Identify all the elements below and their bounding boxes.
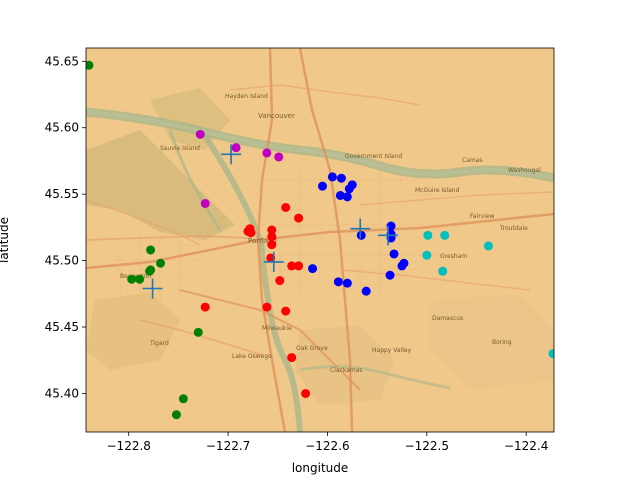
data-point [317, 181, 327, 191]
plot-frame [85, 47, 555, 433]
y-tick-label: 45.40 [45, 386, 79, 400]
map-label-damascus: Damascus [432, 315, 463, 322]
data-point [275, 276, 285, 286]
data-point [267, 225, 277, 235]
data-point [178, 394, 188, 404]
data-point [287, 261, 297, 271]
data-point [262, 148, 272, 158]
data-point [308, 264, 318, 274]
data-point [294, 213, 304, 223]
map-label-happy-valley: Happy Valley [372, 347, 412, 354]
map-label-vancouver: Vancouver [258, 112, 295, 120]
data-point [483, 241, 493, 251]
map-label-camas: Camas [462, 157, 483, 164]
map-label-hayden-island: Hayden Island [225, 93, 268, 100]
map-background: Vancouver Portland Gresham Milwaukie Lak… [86, 48, 554, 432]
data-point [336, 173, 346, 183]
x-tick-label: −122.5 [405, 439, 449, 453]
map-label-sauvie-island: Sauvie Island [160, 145, 200, 152]
data-point [262, 302, 272, 312]
map-label-fairview: Fairview [470, 213, 495, 220]
y-tick-label: 45.65 [45, 54, 79, 68]
data-point [156, 258, 166, 268]
data-point [135, 274, 145, 284]
x-axis-label: longitude [292, 461, 349, 475]
data-point [423, 230, 433, 240]
data-point [274, 152, 284, 162]
map-label-washougal: Washougal [508, 167, 541, 174]
centroid-marker [221, 144, 242, 165]
data-point [145, 266, 155, 276]
data-point [281, 306, 291, 316]
map-label-oak-grove: Oak Grove [296, 345, 328, 352]
map-label-portland: Portland [248, 237, 277, 245]
data-point [356, 230, 366, 240]
data-point [267, 240, 277, 250]
data-point [243, 226, 253, 236]
x-tick-label: −122.7 [206, 439, 250, 453]
y-tick-label: 45.45 [45, 320, 79, 334]
data-point [342, 192, 352, 202]
data-point [342, 278, 352, 288]
x-tick-label: −122.6 [305, 439, 349, 453]
data-point [422, 250, 432, 260]
data-point [287, 353, 297, 363]
map-label-troutdale: Troutdale [499, 225, 528, 232]
data-point [385, 270, 395, 280]
map-label-clackamas: Clackamas [330, 367, 363, 374]
data-point [146, 245, 156, 255]
data-point [127, 274, 137, 284]
data-point [361, 286, 371, 296]
y-tick-label: 45.55 [45, 187, 79, 201]
centroid-marker [350, 218, 371, 239]
data-point [294, 261, 304, 271]
centroid-marker [263, 251, 284, 272]
map-label-gresham: Gresham [440, 253, 467, 260]
y-tick-label: 45.50 [45, 254, 79, 268]
data-point [344, 184, 354, 194]
data-marks [86, 60, 554, 420]
data-point [333, 277, 343, 287]
centroid-marker [142, 278, 163, 299]
data-point [301, 388, 311, 398]
map-label-beaverton: Beaverton [120, 273, 151, 280]
y-axis: 45.40 45.45 45.50 45.55 45.60 45.65 [45, 54, 86, 400]
map-label-milwaukie: Milwaukie [262, 325, 292, 332]
data-point [281, 202, 291, 212]
map-label-government-island: Government Island [345, 153, 402, 160]
data-point [397, 261, 407, 271]
x-axis: −122.8 −122.7 −122.6 −122.5 −122.4 [107, 432, 548, 453]
x-tick-label: −122.4 [504, 439, 548, 453]
data-point [548, 349, 554, 359]
map-label-mcguire-island: McGuire Island [415, 187, 460, 194]
x-tick-label: −122.8 [107, 439, 151, 453]
y-axis-label: latitude [0, 217, 11, 263]
data-point [440, 230, 450, 240]
data-point [193, 327, 203, 337]
centroid-marker [378, 225, 399, 246]
data-point [86, 60, 94, 70]
data-point [171, 410, 181, 420]
data-point [335, 190, 345, 200]
map-label-lake-oswego: Lake Oswego [232, 353, 272, 360]
data-point [389, 249, 399, 259]
data-point [195, 129, 205, 139]
map-label-tigard: Tigard [149, 340, 169, 347]
data-point [327, 172, 337, 182]
data-point [267, 232, 277, 242]
data-point [200, 198, 210, 208]
map-label-boring: Boring [492, 339, 512, 346]
data-point [438, 266, 448, 276]
y-tick-label: 45.60 [45, 121, 79, 135]
data-point [231, 143, 241, 153]
data-point [200, 302, 210, 312]
